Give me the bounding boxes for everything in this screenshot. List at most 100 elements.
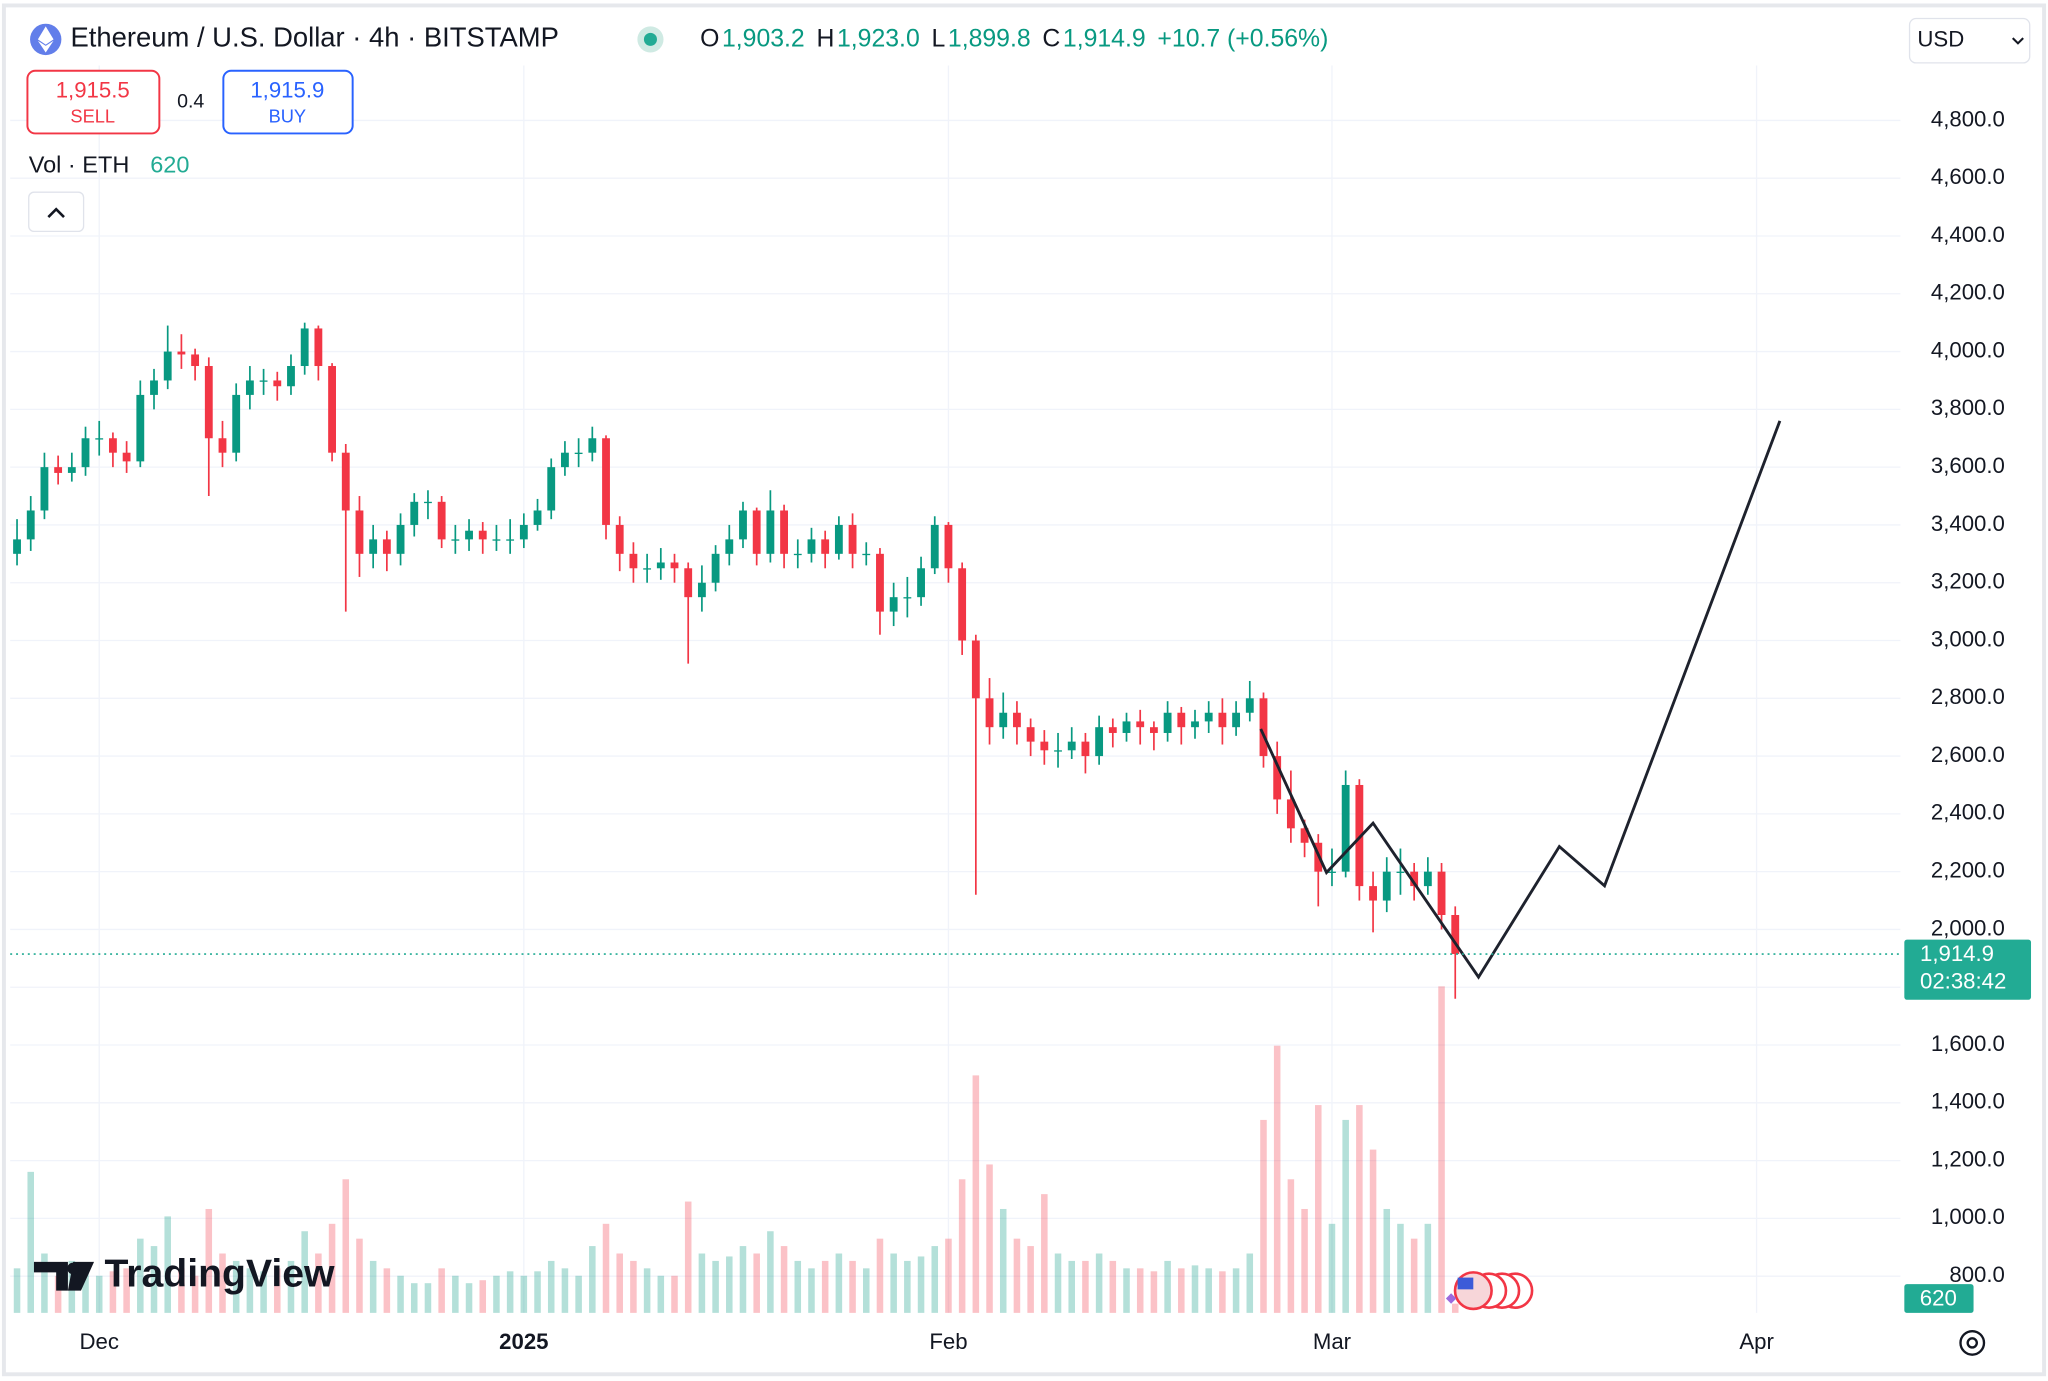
volume-bar	[383, 1268, 391, 1313]
sell-label[interactable]: SELL	[70, 106, 115, 127]
candle-body	[40, 467, 49, 511]
volume-bar	[835, 1253, 843, 1313]
candle-body	[54, 467, 63, 473]
sell-box[interactable]	[26, 69, 161, 135]
x-tick-label: 2025	[499, 1329, 548, 1354]
candle-body	[273, 380, 282, 387]
volume-bar	[1191, 1265, 1199, 1313]
x-tick-label: Feb	[929, 1329, 967, 1354]
volume-bar	[589, 1246, 596, 1313]
volume-bar	[1136, 1268, 1144, 1313]
volume-bar	[1041, 1194, 1048, 1313]
candle-body	[547, 467, 556, 511]
volume-bar	[164, 1216, 171, 1313]
volume-bar	[137, 1238, 144, 1313]
volume-bar	[1164, 1260, 1171, 1313]
volume-bar	[369, 1260, 377, 1313]
candle-body	[807, 539, 816, 554]
volume-bar	[1109, 1260, 1117, 1313]
currency-label[interactable]: USD	[1917, 27, 1964, 52]
buy-box[interactable]	[222, 69, 354, 135]
status-dot	[643, 32, 657, 46]
candle-body	[478, 530, 487, 540]
volume-bar	[1438, 986, 1445, 1313]
volume-bar	[356, 1238, 363, 1313]
sell-button[interactable]: 1,915.5 SELL	[26, 69, 161, 135]
volume-bar	[82, 1268, 89, 1313]
volume-bar	[821, 1260, 829, 1313]
candle-body	[876, 553, 884, 612]
sell-price[interactable]: 1,915.5	[56, 78, 130, 103]
ohlc-change: +10.7 (+0.56%)	[1157, 25, 1328, 52]
volume-bar	[794, 1260, 802, 1313]
y-tick-label: 4,800.0	[1931, 106, 2005, 131]
currency-chevron[interactable]	[2011, 37, 2024, 45]
volume-bar	[1205, 1268, 1212, 1313]
candle-body	[944, 524, 953, 569]
brand-name: TradingView	[104, 1253, 335, 1296]
settings-gear[interactable]	[1959, 1329, 1986, 1356]
events-icon[interactable]	[1445, 1271, 1534, 1311]
buy-button[interactable]: 1,915.9 BUY	[222, 69, 354, 135]
y-tick-label: 1,000.0	[1931, 1204, 2005, 1229]
ohlc-legend: O 1,903.2 H 1,923.0 L 1,899.8 C 1,914.9 +10.7 (+…	[700, 25, 1328, 52]
candle-body	[13, 539, 21, 554]
symbol-icon-glyph	[37, 26, 54, 53]
candle-body	[519, 524, 528, 540]
collapse-chevron[interactable]	[47, 207, 65, 218]
candle-body	[834, 524, 843, 554]
candle-body	[903, 597, 912, 599]
collapse-box[interactable]	[28, 191, 85, 233]
currency-box[interactable]	[1908, 17, 2031, 64]
candle-body	[1122, 721, 1131, 733]
volume-bar	[684, 1201, 692, 1313]
volume-bar	[904, 1260, 911, 1313]
volume-legend-value: 620	[150, 151, 189, 177]
volume-bar	[328, 1223, 336, 1313]
candle-body	[643, 568, 652, 570]
ohlc-value: 1,903.2	[722, 25, 805, 52]
brand-logo-dot	[67, 1262, 80, 1275]
collapse-button[interactable]	[28, 191, 85, 233]
volume-bar	[986, 1164, 993, 1313]
candle-body	[506, 539, 515, 541]
volume-bar	[27, 1171, 34, 1313]
spread: 0.4	[177, 90, 204, 112]
currency-dropdown[interactable]: USD	[1908, 17, 2031, 64]
candle-body	[574, 452, 583, 455]
candle-body	[410, 501, 419, 525]
candle-body	[1300, 828, 1309, 843]
candle-body	[245, 380, 254, 395]
candle-body	[355, 510, 364, 554]
volume-bar	[876, 1238, 884, 1313]
projection-line	[1259, 420, 1782, 980]
candle-body	[766, 510, 775, 554]
settings-gear-hub[interactable]	[1966, 1337, 1978, 1349]
candle-body	[1054, 750, 1062, 752]
event-flag-canton[interactable]	[1457, 1277, 1474, 1290]
candle-body	[1286, 799, 1295, 829]
volume-bar	[890, 1253, 897, 1313]
volume-bar	[1287, 1179, 1295, 1313]
price-tag-value: 1,914.9	[1920, 941, 1994, 966]
volume-bar	[1369, 1149, 1377, 1313]
candle-body	[602, 438, 610, 525]
buy-price[interactable]: 1,915.9	[250, 78, 324, 103]
y-tick-label: 1,600.0	[1931, 1031, 2005, 1056]
y-tick-label: 3,400.0	[1931, 511, 2005, 536]
candle-body	[314, 328, 323, 367]
candle-body	[1410, 871, 1419, 887]
candle-body	[1218, 712, 1227, 728]
buy-label[interactable]: BUY	[269, 106, 307, 127]
volume-bar	[712, 1260, 719, 1313]
volume-bar	[178, 1268, 185, 1313]
y-tick-label: 2,600.0	[1931, 742, 2005, 767]
volume-bar	[1356, 1105, 1363, 1313]
candle-body	[382, 539, 391, 554]
y-tick-label: 4,000.0	[1931, 337, 2005, 362]
candle-body	[656, 562, 665, 569]
y-tick-label: 4,400.0	[1931, 222, 2005, 247]
volume-tag-value: 620	[1920, 1286, 1957, 1311]
settings-button[interactable]	[1959, 1329, 1986, 1356]
